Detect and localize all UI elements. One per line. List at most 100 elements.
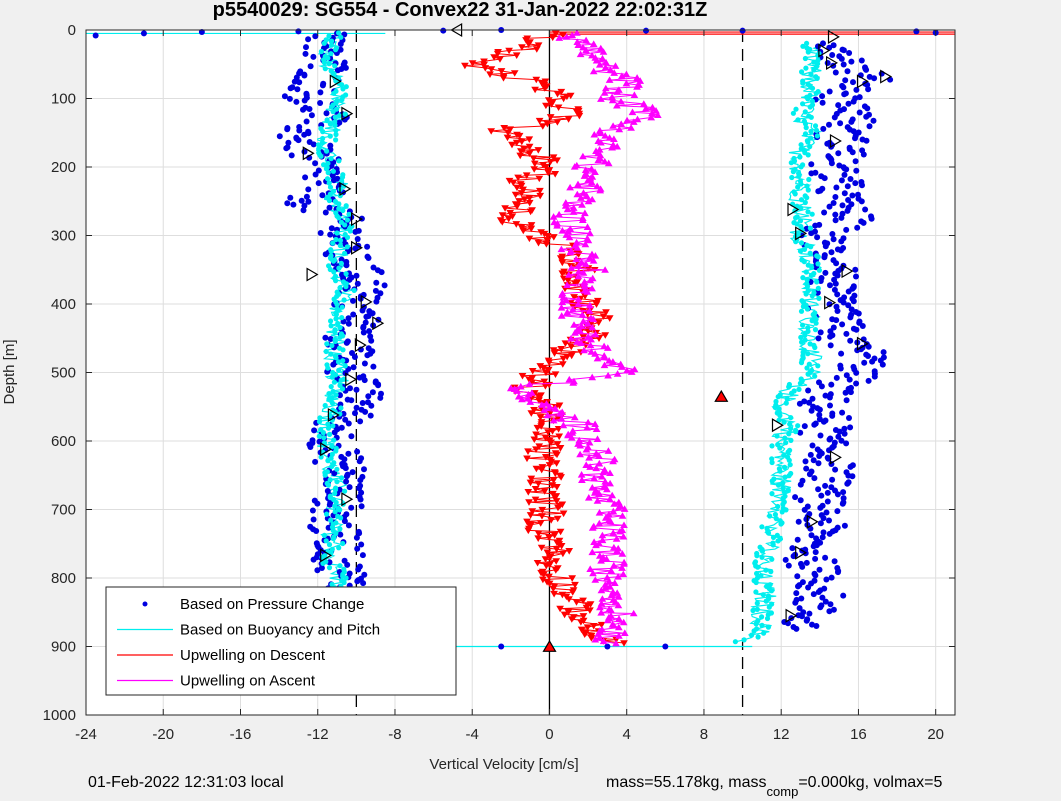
upwelling-marker bbox=[614, 573, 622, 580]
buoyancy-point bbox=[760, 592, 766, 598]
pressure-point bbox=[832, 69, 839, 76]
upwelling-marker bbox=[595, 509, 604, 516]
upwelling-marker bbox=[468, 60, 477, 67]
pressure-point bbox=[826, 530, 833, 537]
upwelling-marker bbox=[633, 115, 642, 123]
pressure-point bbox=[853, 326, 860, 333]
buoyancy-point bbox=[331, 535, 337, 542]
buoyancy-point bbox=[324, 176, 331, 182]
buoyancy-point bbox=[765, 624, 772, 630]
upwelling-marker bbox=[603, 344, 612, 351]
buoyancy-point bbox=[339, 174, 346, 180]
buoyancy-point bbox=[815, 363, 821, 369]
buoyancy-point bbox=[812, 344, 818, 351]
buoyancy-point bbox=[781, 419, 787, 425]
pressure-point bbox=[360, 580, 367, 587]
pressure-point bbox=[358, 541, 365, 548]
upwelling-marker bbox=[524, 394, 532, 402]
buoyancy-point bbox=[804, 195, 810, 201]
buoyancy-point bbox=[330, 109, 336, 115]
buoyancy-point bbox=[780, 480, 786, 486]
pressure-point bbox=[822, 598, 829, 605]
buoyancy-point bbox=[805, 283, 811, 289]
upwelling-marker bbox=[609, 561, 618, 569]
pressure-point bbox=[811, 475, 818, 482]
upwelling-marker bbox=[519, 227, 528, 235]
y-tick-label: 900 bbox=[51, 639, 76, 656]
pressure-point bbox=[819, 93, 826, 100]
buoyancy-point bbox=[800, 80, 806, 86]
buoyancy-point bbox=[801, 246, 808, 252]
upwelling-marker bbox=[605, 577, 613, 585]
buoyancy-point bbox=[321, 435, 327, 441]
pressure-point bbox=[795, 518, 802, 525]
event-marker bbox=[795, 545, 808, 560]
buoyancy-point bbox=[815, 285, 821, 291]
buoyancy-point bbox=[325, 421, 331, 427]
upwelling-marker bbox=[604, 371, 612, 379]
upwelling-marker bbox=[536, 192, 545, 200]
upwelling-marker bbox=[480, 58, 488, 66]
pressure-point bbox=[871, 75, 878, 82]
upwelling-marker bbox=[619, 570, 628, 578]
pressure-point bbox=[352, 228, 359, 235]
upwelling-marker bbox=[522, 172, 531, 179]
upwelling-marker bbox=[606, 583, 614, 590]
upwelling-marker bbox=[609, 122, 617, 129]
pressure-point bbox=[856, 109, 863, 116]
upwelling-marker bbox=[542, 164, 550, 171]
upwelling-marker bbox=[597, 95, 605, 102]
upwelling-marker bbox=[597, 586, 606, 594]
upwelling-marker bbox=[517, 148, 525, 155]
pressure-point bbox=[819, 534, 826, 541]
buoyancy-point bbox=[332, 122, 338, 128]
pressure-point bbox=[309, 507, 316, 514]
upwelling-marker bbox=[530, 407, 538, 414]
upwelling-marker bbox=[598, 54, 607, 62]
upwelling-marker bbox=[604, 159, 613, 167]
pressure-point bbox=[827, 601, 834, 608]
buoyancy-point bbox=[798, 205, 804, 211]
pressure-point bbox=[860, 151, 867, 158]
upwelling-marker bbox=[540, 378, 549, 386]
upwelling-marker bbox=[543, 233, 552, 240]
upwelling-marker bbox=[582, 446, 591, 453]
upwelling-marker bbox=[601, 584, 610, 591]
upwelling-marker bbox=[610, 69, 619, 76]
pressure-point bbox=[861, 359, 868, 366]
upwelling-marker bbox=[573, 29, 581, 36]
upwelling-marker bbox=[605, 315, 614, 322]
buoyancy-point bbox=[750, 607, 756, 614]
buoyancy-point bbox=[339, 315, 345, 321]
upwelling-marker bbox=[513, 203, 521, 210]
pressure-point bbox=[834, 291, 841, 298]
pressure-point bbox=[865, 343, 872, 350]
pressure-point bbox=[814, 234, 821, 241]
buoyancy-point bbox=[801, 259, 807, 265]
pressure-point bbox=[330, 361, 337, 368]
buoyancy-point bbox=[328, 318, 334, 324]
upwelling-marker bbox=[592, 301, 601, 308]
buoyancy-point bbox=[765, 530, 772, 536]
buoyancy-point bbox=[806, 176, 812, 183]
upwelling-marker bbox=[537, 466, 546, 474]
pressure-point bbox=[303, 193, 310, 200]
buoyancy-point bbox=[332, 329, 338, 335]
upwelling-marker bbox=[591, 168, 599, 175]
upwelling-marker bbox=[620, 521, 628, 529]
buoyancy-point bbox=[808, 244, 814, 250]
buoyancy-point bbox=[759, 554, 765, 560]
upwelling-marker bbox=[539, 364, 548, 372]
upwelling-marker bbox=[589, 315, 598, 323]
pressure-point bbox=[847, 389, 854, 396]
pressure-point bbox=[829, 231, 836, 237]
buoyancy-point bbox=[326, 61, 332, 67]
upwelling-marker bbox=[565, 233, 574, 241]
upwelling-marker bbox=[567, 343, 576, 351]
buoyancy-point bbox=[759, 548, 766, 554]
pressure-point bbox=[792, 494, 799, 501]
pressure-point bbox=[838, 177, 845, 184]
event-marker bbox=[306, 267, 319, 282]
footer-comp-text: =0.000kg, volmax=5 bbox=[798, 774, 943, 791]
